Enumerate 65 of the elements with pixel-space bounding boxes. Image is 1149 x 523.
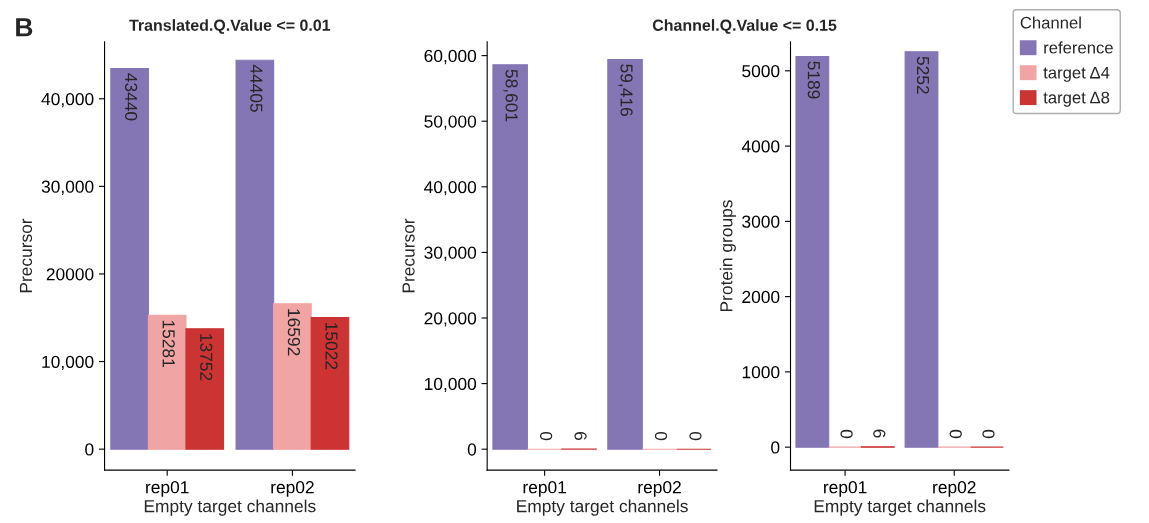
bar xyxy=(904,51,939,448)
y-axis-title: Precursor xyxy=(402,218,415,293)
data-label: 0 xyxy=(539,431,553,441)
data-label: 15022 xyxy=(325,323,338,370)
x-axis-title: Empty target channels xyxy=(814,499,986,516)
data-label: 0 xyxy=(982,429,995,439)
chart-title: Channel.Q.Value <= 0.15 xyxy=(652,19,837,34)
data-label: 16592 xyxy=(287,309,301,356)
bar xyxy=(607,58,643,450)
x-tick-label: rep01 xyxy=(146,481,189,497)
data-label: 6 xyxy=(574,432,587,441)
y-tick-label: 0 xyxy=(771,441,780,454)
legend-title: Channel xyxy=(1020,16,1081,29)
data-label: 44405 xyxy=(250,64,263,112)
legend-label: target Δ4 xyxy=(1043,66,1110,82)
y-tick-label: 2000 xyxy=(742,290,780,304)
data-label: 0 xyxy=(654,431,668,441)
bar xyxy=(110,68,149,450)
y-tick-label: 30,000 xyxy=(41,180,94,195)
bar xyxy=(273,303,312,450)
data-label: 5252 xyxy=(916,56,930,94)
y-tick-label: 40,000 xyxy=(424,180,477,196)
x-tick-label: rep02 xyxy=(638,481,681,497)
bar xyxy=(492,64,528,450)
y-tick-label: 4000 xyxy=(741,140,780,153)
bar xyxy=(147,314,187,450)
y-tick-label: 30,000 xyxy=(424,246,477,261)
data-label: 6 xyxy=(873,429,886,438)
y-tick-label: 60,000 xyxy=(424,49,477,65)
bar xyxy=(795,56,830,448)
y-tick-label: 0 xyxy=(85,443,94,456)
x-tick-label: rep02 xyxy=(933,481,976,497)
y-tick-label: 10,000 xyxy=(42,355,94,371)
y-tick-label: 40,000 xyxy=(41,92,94,108)
y-axis-title: Precursor xyxy=(19,218,33,293)
y-tick-label: 5000 xyxy=(742,64,780,78)
data-label: 0 xyxy=(840,429,853,439)
y-tick-label: 20000 xyxy=(46,268,94,281)
data-label: 58,601 xyxy=(503,69,518,122)
y-tick-label: 20,000 xyxy=(424,312,477,327)
y-tick-label: 50,000 xyxy=(424,115,477,130)
data-label: 0 xyxy=(689,431,702,441)
text: B xyxy=(16,18,33,37)
data-label: 0 xyxy=(949,429,962,439)
y-tick-label: 3000 xyxy=(742,215,780,228)
data-label: 5189 xyxy=(807,61,820,99)
x-tick-label: rep01 xyxy=(824,481,867,497)
data-label: 15281 xyxy=(162,320,175,367)
x-tick-label: rep02 xyxy=(271,481,314,497)
x-tick-label: rep01 xyxy=(523,481,566,497)
y-tick-label: 1000 xyxy=(742,366,780,379)
data-label: 13752 xyxy=(200,334,213,381)
bar xyxy=(235,59,275,450)
y-tick-label: 10,000 xyxy=(424,377,477,393)
x-axis-title: Empty target channels xyxy=(517,499,688,516)
y-axis-title: Protein groups xyxy=(719,200,736,312)
bar xyxy=(185,328,225,450)
legend-label: target Δ8 xyxy=(1043,91,1110,107)
bar xyxy=(310,317,350,450)
data-label: 59,416 xyxy=(618,64,633,116)
x-axis-title: Empty target channels xyxy=(144,499,316,516)
legend-label: reference xyxy=(1044,41,1113,54)
chart-title: Translated.Q.Value <= 0.01 xyxy=(129,19,331,34)
data-label: 43440 xyxy=(124,73,138,121)
y-tick-label: 0 xyxy=(467,443,477,456)
